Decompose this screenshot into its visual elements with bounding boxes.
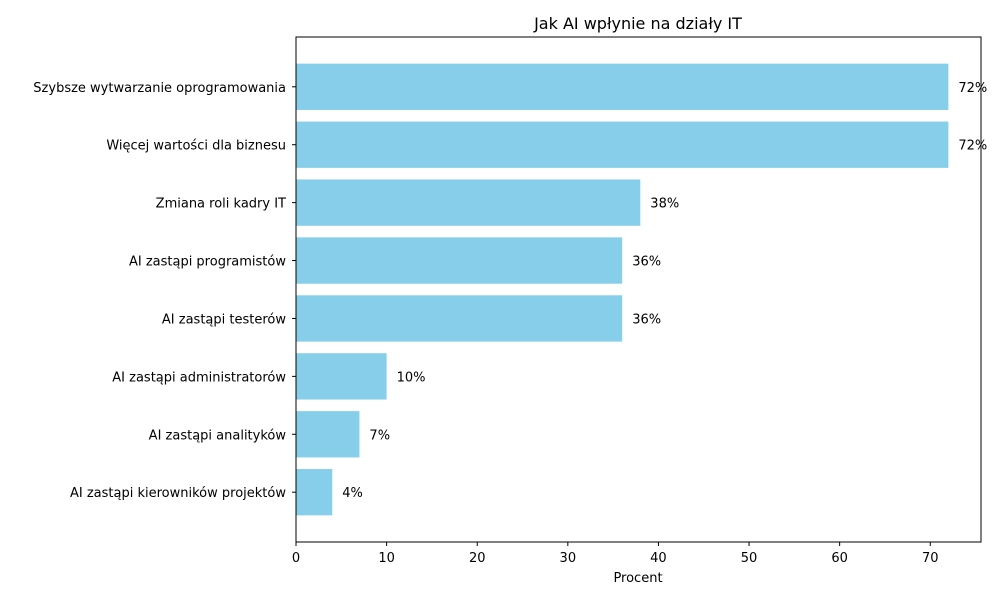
x-tick-label: 60	[831, 551, 848, 566]
value-label: 10%	[397, 370, 426, 385]
value-label: 4%	[342, 486, 363, 501]
category-labels-group: Szybsze wytwarzanie oprogramowania Więcej…	[33, 81, 296, 501]
category-label: Szybsze wytwarzanie oprogramowania	[33, 81, 286, 96]
value-label: 38%	[650, 197, 679, 212]
x-tick-label: 30	[560, 551, 577, 566]
x-axis-label: Procent	[613, 571, 662, 586]
bar	[296, 469, 333, 516]
bar	[296, 295, 623, 342]
category-label: AI zastąpi testerów	[162, 312, 286, 327]
x-tick-label: 0	[292, 551, 300, 566]
bar	[296, 121, 949, 168]
x-tick-label: 70	[922, 551, 939, 566]
bar	[296, 179, 641, 226]
category-label: Zmiana roli kadry IT	[156, 197, 286, 212]
x-tick-label: 10	[378, 551, 395, 566]
bar	[296, 63, 949, 110]
value-label: 72%	[958, 139, 987, 154]
plot-frame	[295, 36, 982, 543]
value-label: 36%	[632, 255, 661, 270]
value-labels-group: 72% 72% 38% 36% 36% 10% 7% 4%	[342, 81, 987, 501]
x-tick-label: 20	[469, 551, 486, 566]
value-label: 36%	[632, 312, 661, 327]
bar	[296, 353, 387, 400]
value-label: 7%	[369, 428, 390, 443]
bar	[296, 411, 360, 458]
bars-group	[296, 63, 949, 516]
x-tick-label: 40	[650, 551, 667, 566]
category-label: AI zastąpi programistów	[129, 255, 286, 270]
x-tick-label: 50	[741, 551, 758, 566]
category-label: AI zastąpi analityków	[149, 428, 287, 443]
category-label: AI zastąpi administratorów	[112, 370, 286, 385]
category-label: Więcej wartości dla biznesu	[106, 139, 286, 154]
chart-title: Jak AI wpłynie na działy IT	[533, 14, 742, 33]
bar	[296, 237, 623, 284]
value-label: 72%	[958, 81, 987, 96]
category-label: AI zastąpi kierowników projektów	[70, 486, 286, 501]
x-axis-ticks-group: 0 10 20 30 40 50 60 70	[292, 542, 939, 566]
